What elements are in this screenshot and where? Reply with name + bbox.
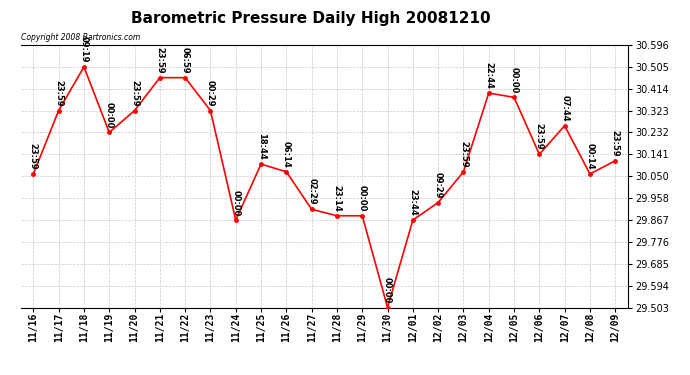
Text: 07:44: 07:44 bbox=[560, 95, 569, 122]
Text: 00:00: 00:00 bbox=[357, 185, 367, 211]
Text: 22:44: 22:44 bbox=[484, 62, 493, 89]
Text: 00:29: 00:29 bbox=[206, 80, 215, 106]
Text: 00:00: 00:00 bbox=[105, 102, 114, 128]
Text: 23:59: 23:59 bbox=[54, 80, 63, 106]
Text: 23:59: 23:59 bbox=[611, 130, 620, 157]
Text: 00:00: 00:00 bbox=[509, 67, 519, 93]
Text: 02:29: 02:29 bbox=[307, 178, 316, 205]
Text: 23:14: 23:14 bbox=[333, 185, 342, 211]
Text: 00:00: 00:00 bbox=[231, 189, 240, 216]
Text: 23:59: 23:59 bbox=[535, 123, 544, 150]
Text: 00:14: 00:14 bbox=[585, 143, 595, 170]
Text: 06:59: 06:59 bbox=[181, 47, 190, 74]
Text: 23:44: 23:44 bbox=[408, 189, 417, 216]
Text: Copyright 2008 Bartronics.com: Copyright 2008 Bartronics.com bbox=[21, 33, 140, 42]
Text: 23:59: 23:59 bbox=[29, 143, 38, 170]
Text: 06:14: 06:14 bbox=[282, 141, 291, 168]
Text: 23:59: 23:59 bbox=[155, 47, 164, 74]
Text: 23:59: 23:59 bbox=[130, 80, 139, 106]
Text: 23:59: 23:59 bbox=[459, 141, 468, 168]
Text: 09:19: 09:19 bbox=[79, 36, 88, 63]
Text: 00:00: 00:00 bbox=[383, 277, 392, 303]
Text: 18:44: 18:44 bbox=[257, 133, 266, 160]
Text: 09:29: 09:29 bbox=[433, 172, 443, 198]
Text: Barometric Pressure Daily High 20081210: Barometric Pressure Daily High 20081210 bbox=[130, 11, 491, 26]
